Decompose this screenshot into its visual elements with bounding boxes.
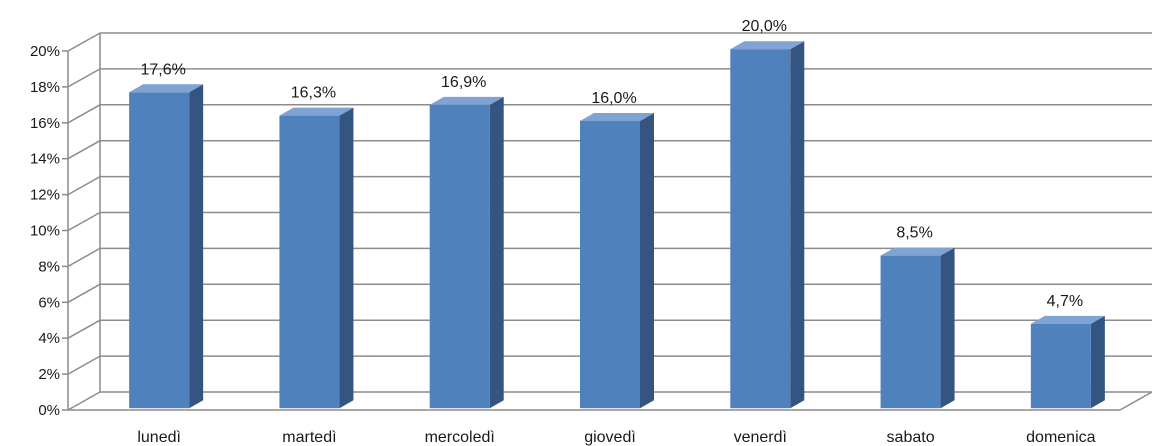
gridline-depth (67, 32, 101, 52)
bar (129, 92, 190, 409)
bar-side (489, 96, 504, 409)
bar (880, 255, 941, 409)
category-label: martedì (282, 429, 336, 446)
bar-top (730, 41, 805, 50)
bar (429, 104, 490, 409)
bar-top (1030, 315, 1105, 324)
data-label: 16,0% (591, 90, 636, 107)
gridline-depth (67, 319, 101, 339)
bar (580, 121, 640, 409)
gridline-depth (67, 355, 101, 375)
y-tick-label: 2% (38, 366, 60, 383)
y-tick-label: 20% (30, 43, 60, 60)
gridline-depth (67, 211, 101, 232)
category-label: mercoledì (425, 429, 495, 446)
gridline-depth (67, 175, 101, 196)
gridline-depth (67, 247, 101, 268)
bars-layer (129, 41, 1105, 409)
bar-top (279, 107, 354, 116)
floor-right-edge (1119, 391, 1152, 411)
data-label: 4,7% (1047, 293, 1083, 310)
bar-top (880, 247, 955, 256)
bar (730, 49, 791, 409)
y-tick-label: 18% (30, 79, 60, 96)
y-tick-label: 8% (38, 258, 60, 275)
data-label: 16,3% (291, 85, 336, 102)
gridline-depth (67, 391, 101, 411)
category-label: sabato (887, 429, 935, 446)
gridline-depth (67, 140, 101, 160)
data-label: 20,0% (742, 18, 787, 35)
data-label: 8,5% (896, 225, 932, 242)
gridline-depth (67, 104, 101, 124)
bar-side (339, 107, 354, 409)
bar-side (1090, 315, 1105, 409)
bar-top (580, 113, 654, 121)
bar-side (940, 247, 955, 409)
category-label: venerdì (734, 429, 787, 446)
bar (1030, 323, 1091, 409)
y-tick-label: 12% (30, 187, 60, 204)
bar-side (640, 113, 654, 409)
y-tick-label: 10% (30, 223, 60, 240)
data-label: 17,6% (140, 61, 185, 78)
gridline-depth (67, 68, 101, 88)
y-tick-label: 0% (38, 402, 60, 419)
bar-side (189, 84, 204, 409)
y-tick-label: 14% (30, 151, 60, 168)
category-label: lunedì (137, 429, 181, 446)
bar-side (790, 41, 805, 409)
bar (279, 115, 340, 409)
bar-top (429, 96, 504, 105)
category-label: giovedì (584, 429, 636, 446)
y-tick-label: 4% (38, 330, 60, 347)
bar-top (129, 84, 204, 93)
y-tick-label: 6% (38, 294, 60, 311)
gridline-depth (67, 283, 101, 303)
y-tick-label: 16% (30, 115, 60, 132)
labels-layer: 0% 2% 4% 6% 8% 10% 12% 14% 16% 18% 20% 17,6% lunedì 1… (30, 18, 1096, 446)
data-label: 16,9% (441, 74, 486, 91)
category-label: domenica (1026, 429, 1095, 446)
